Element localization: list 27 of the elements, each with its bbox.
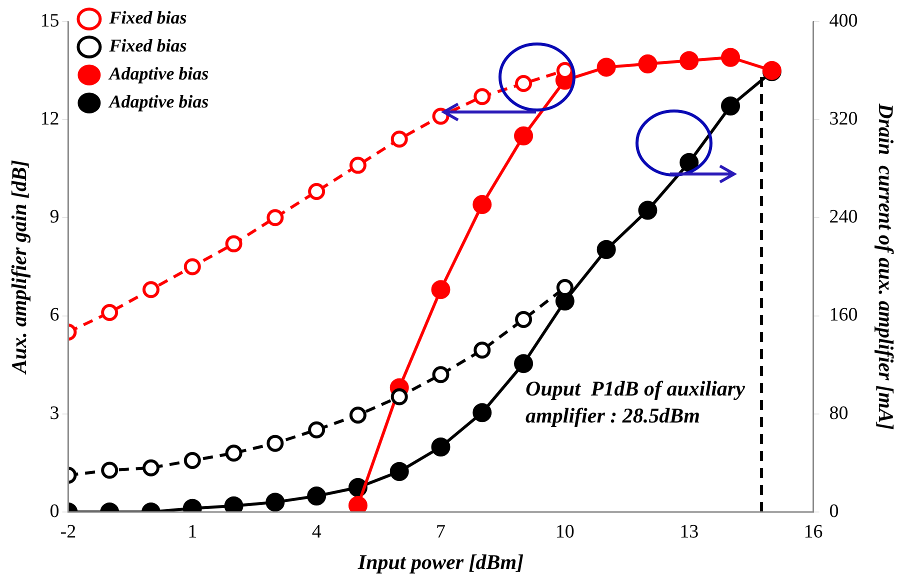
x-tick-label: 10 [555,521,574,542]
y-tick-label: 0 [50,500,60,522]
y2-tick-label: 160 [829,304,858,326]
y2-tick-label: 320 [829,108,858,130]
y-tick-label: 12 [40,108,60,130]
x-tick-label: -2 [60,521,76,542]
y-tick-label: 3 [50,402,60,424]
y-tick-label: 6 [50,304,60,326]
x-tick-label: 7 [436,521,446,542]
x-tick-label: 4 [312,521,322,542]
legend-label: Adaptive bias [108,92,209,112]
y2-tick-label: 400 [829,10,858,32]
y-tick-label: 9 [50,206,60,228]
x-tick-label: 16 [804,521,823,542]
y2-axis-title: Drain current of aux. amplifier [mA] [874,102,898,430]
y2-tick-label: 0 [829,500,839,522]
annotation: Ouput P1dB of auxiliary amplifier : 28.5dBm [526,376,746,428]
legend-label: Fixed bias [108,8,187,28]
y2-tick-label: 80 [829,402,848,424]
y2-tick-label: 240 [829,206,858,228]
x-tick-label: 13 [680,521,699,542]
legend-label: Fixed bias [108,36,187,56]
legend-label: Adaptive bias [108,64,209,84]
y-axis-title: Aux. amplifier gain [dB] [7,160,32,376]
y-tick-label: 15 [40,10,60,32]
x-tick-label: 1 [188,521,198,542]
x-axis-title: Input power [dBm] [356,550,524,574]
